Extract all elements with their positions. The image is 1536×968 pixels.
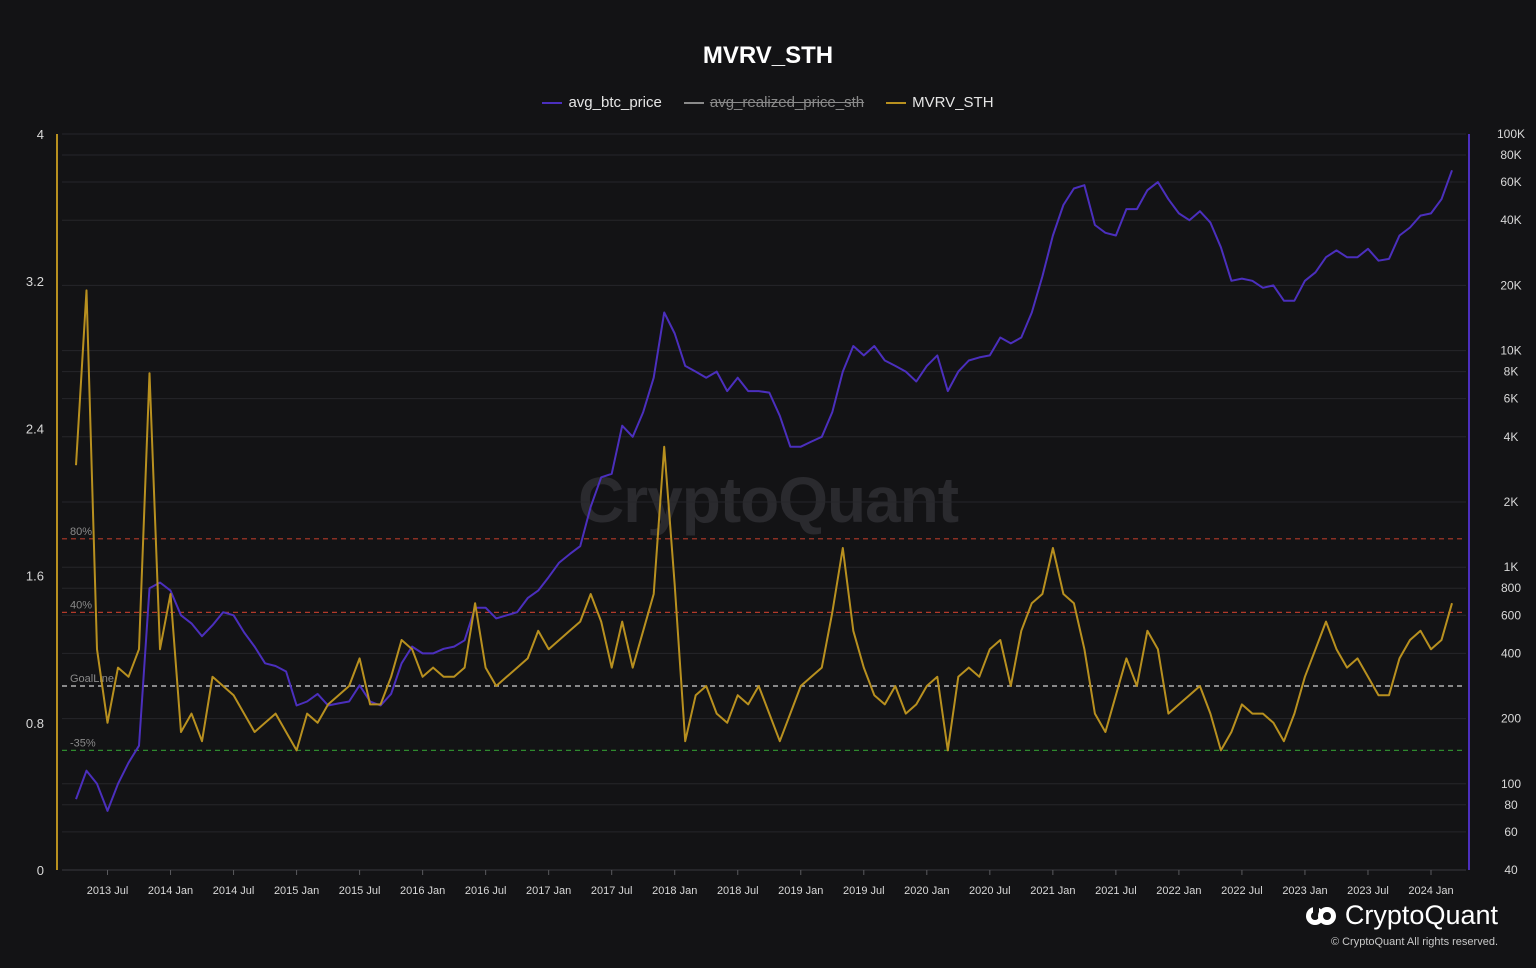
x-axis-tick-label: 2020 Jan	[904, 885, 949, 897]
right-axis-tick-label: 80	[1504, 798, 1518, 812]
legend-label: avg_realized_price_sth	[709, 94, 865, 111]
right-axis-tick-label: 100	[1501, 777, 1521, 791]
right-axis-tick-label: 100K	[1497, 127, 1525, 141]
x-axis-tick-label: 2020 Jul	[969, 885, 1011, 897]
brand-name: CryptoQuant	[1344, 900, 1498, 930]
right-axis-tick-label: 8K	[1504, 365, 1519, 379]
right-axis-tick-label: 6K	[1504, 392, 1519, 406]
left-axis-tick-label: 2.4	[26, 421, 44, 436]
chart-legend: avg_btc_price avg_realized_price_sth MVR…	[0, 94, 1536, 111]
reference-line-label: 40%	[70, 599, 92, 611]
legend-item-avg-realized-price-sth[interactable]: avg_realized_price_sth	[683, 94, 865, 111]
right-axis-tick-label: 2K	[1504, 495, 1519, 509]
chart-title: MVRV_STH	[702, 42, 834, 69]
copyright-text: © CryptoQuant All rights reserved.	[1330, 936, 1498, 948]
right-axis-tick-label: 40	[1504, 863, 1518, 877]
right-axis-tick-label: 400	[1501, 646, 1521, 660]
legend-item-mvrv-sth[interactable]: MVRV_STH	[886, 94, 994, 111]
x-axis-tick-label: 2018 Jan	[652, 885, 697, 897]
x-axis-tick-label: 2022 Jan	[1156, 885, 1201, 897]
x-axis-tick-label: 2013 Jul	[87, 885, 129, 897]
right-axis-tick-label: 40K	[1500, 213, 1521, 227]
legend-item-avg-btc-price[interactable]: avg_btc_price	[542, 94, 662, 111]
x-axis-tick-label: 2015 Jan	[274, 885, 319, 897]
x-axis-tick-label: 2023 Jul	[1347, 885, 1389, 897]
x-axis-tick-label: 2014 Jul	[213, 885, 255, 897]
left-axis-tick-label: 1.6	[26, 569, 44, 584]
left-axis-tick-label: 4	[37, 127, 44, 142]
brand-logo-block: CryptoQuant	[1305, 900, 1498, 931]
x-axis-tick-label: 2021 Jan	[1030, 885, 1075, 897]
right-axis-tick-label: 200	[1501, 712, 1521, 726]
right-axis-tick-label: 60K	[1500, 175, 1521, 189]
x-axis-tick-label: 2023 Jan	[1282, 885, 1327, 897]
right-axis-tick-label: 4K	[1504, 430, 1519, 444]
right-axis-tick-label: 10K	[1500, 344, 1521, 358]
x-axis-tick-label: 2021 Jul	[1095, 885, 1137, 897]
x-axis-tick-label: 2022 Jul	[1221, 885, 1263, 897]
right-axis-tick-label: 20K	[1500, 278, 1521, 292]
reference-line-label: 80%	[70, 526, 92, 538]
left-axis-tick-label: 0.8	[26, 716, 44, 731]
series-line-avg-btc-price	[75, 169, 1453, 812]
right-axis-tick-label: 80K	[1500, 148, 1521, 162]
x-axis-tick-label: 2024 Jan	[1408, 885, 1453, 897]
right-axis-tick-label: 1K	[1504, 560, 1519, 574]
x-axis-tick-label: 2017 Jan	[526, 885, 571, 897]
x-axis-tick-label: 2014 Jan	[148, 885, 193, 897]
legend-label: avg_btc_price	[568, 94, 662, 111]
legend-label: MVRV_STH	[912, 94, 994, 111]
series-line-mvrv-sth	[75, 289, 1453, 752]
legend-swatch	[683, 101, 704, 104]
right-axis-tick-label: 800	[1501, 581, 1521, 595]
left-axis-tick-label: 3.2	[26, 274, 44, 289]
x-axis-tick-label: 2017 Jul	[591, 885, 633, 897]
legend-swatch	[542, 101, 563, 104]
x-axis-tick-label: 2018 Jul	[717, 885, 759, 897]
x-axis-tick-label: 2015 Jul	[339, 885, 381, 897]
x-axis-tick-label: 2016 Jul	[465, 885, 507, 897]
cryptoquant-logo-icon	[1305, 904, 1336, 925]
x-axis-tick-label: 2016 Jan	[400, 885, 445, 897]
left-axis-tick-label: 0	[37, 863, 44, 878]
x-axis-tick-label: 2019 Jul	[843, 885, 885, 897]
reference-line-label: GoalLine	[70, 673, 114, 685]
right-axis-tick-label: 600	[1501, 608, 1521, 622]
reference-line-label: -35%	[70, 737, 96, 749]
x-axis-tick-label: 2019 Jan	[778, 885, 823, 897]
legend-swatch	[886, 101, 907, 104]
right-axis-tick-label: 60	[1504, 825, 1518, 839]
